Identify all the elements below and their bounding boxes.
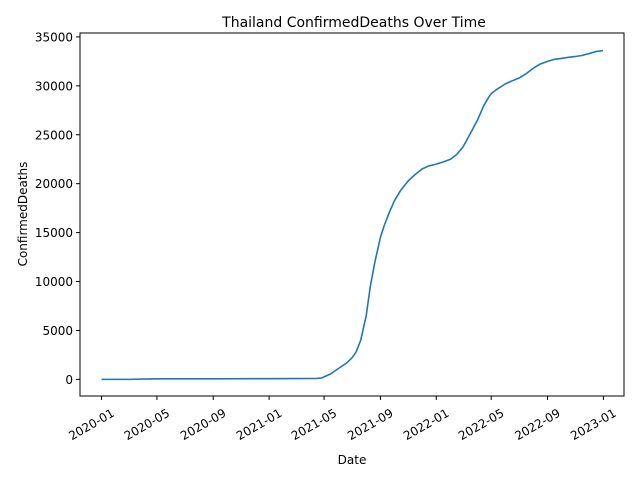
x-tick-label: 2020-09 — [178, 406, 228, 443]
chart-title: Thailand ConfirmedDeaths Over Time — [221, 15, 486, 31]
x-tick-label: 2022-01 — [401, 406, 451, 443]
y-tick-label: 0 — [65, 373, 73, 387]
y-tick-label: 35000 — [35, 30, 73, 44]
x-tick-label: 2020-01 — [66, 406, 116, 443]
x-tick-label: 2022-09 — [512, 406, 562, 443]
axes-frame — [79, 32, 625, 397]
y-tick-label: 25000 — [35, 128, 73, 142]
y-tick-label: 15000 — [35, 226, 73, 240]
x-tick-label: 2022-05 — [456, 406, 506, 443]
series-line-0 — [101, 49, 604, 381]
x-axis-label: Date — [338, 453, 367, 467]
plot-area — [101, 49, 604, 381]
x-axis: 2020-01 2020-05 2020-09 2021-01 2021-05 2021-… — [66, 396, 619, 443]
y-tick-label: 10000 — [35, 275, 73, 289]
x-tick-label: 2023-01 — [568, 406, 618, 443]
y-tick-label: 30000 — [35, 79, 73, 93]
x-tick-label: 2020-05 — [122, 406, 172, 443]
x-tick-label: 2021-05 — [289, 406, 339, 443]
x-tick-label: 2021-09 — [345, 406, 395, 443]
y-tick-label: 20000 — [35, 177, 73, 191]
y-tick-label: 5000 — [42, 324, 73, 338]
y-axis-label: ConfirmedDeaths — [16, 162, 30, 267]
y-axis: 0 5000 10000 15000 20000 25000 30000 35000 — [35, 30, 80, 387]
x-tick-label: 2021-01 — [234, 406, 284, 443]
